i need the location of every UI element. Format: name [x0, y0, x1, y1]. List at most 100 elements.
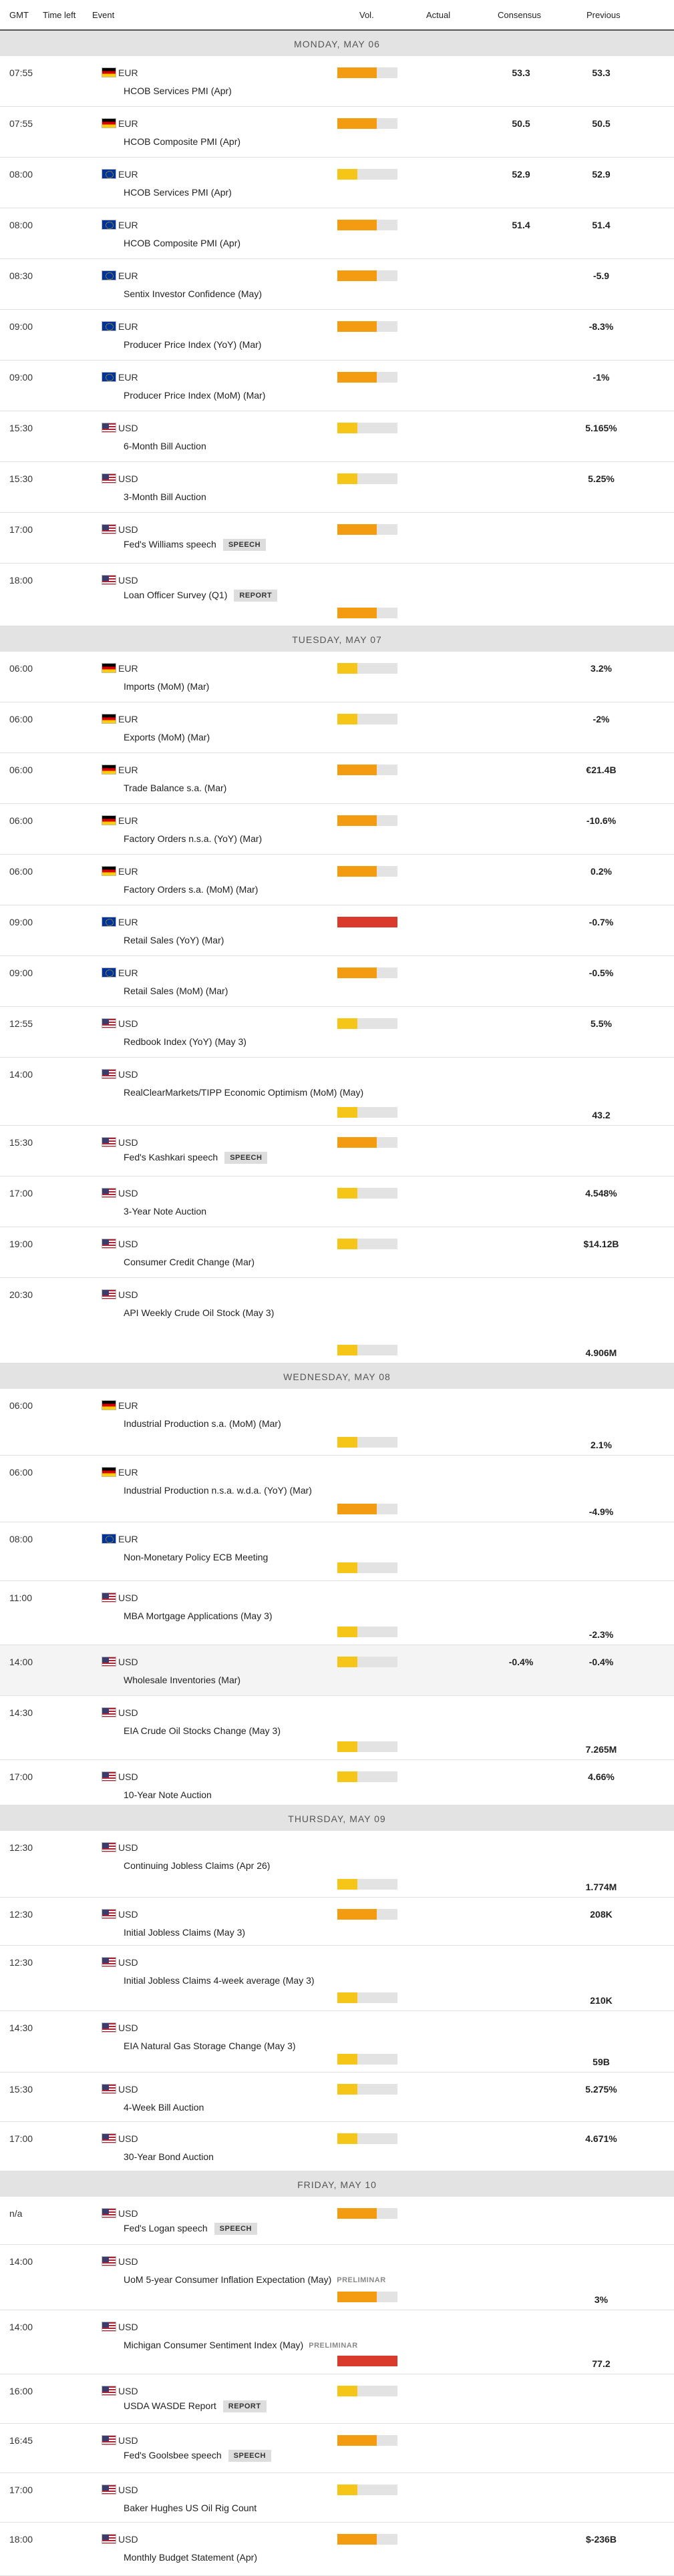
event-name-text[interactable]: Fed's Goolsbee speech	[124, 2450, 222, 2460]
event-name[interactable]: Imports (MoM) (Mar)	[124, 681, 209, 692]
event-name[interactable]: HCOB Services PMI (Apr)	[124, 187, 232, 198]
event-name-text[interactable]: Trade Balance s.a. (Mar)	[124, 783, 227, 793]
event-row[interactable]: 09:00 EUR Producer Price Index (YoY) (Mar)…	[0, 310, 674, 361]
event-name-text[interactable]: 3-Year Note Auction	[124, 1206, 207, 1217]
event-row[interactable]: 08:00 EUR HCOB Composite PMI (Apr) 51.4 51.4	[0, 208, 674, 259]
event-name[interactable]: USDA WASDE Report REPORT	[124, 2400, 267, 2412]
event-row[interactable]: 14:30 USD EIA Crude Oil Stocks Change (May…	[0, 1696, 674, 1760]
event-row[interactable]: 09:00 EUR Producer Price Index (MoM) (Mar)…	[0, 361, 674, 411]
event-name[interactable]: EIA Natural Gas Storage Change (May 3)	[124, 2041, 296, 2051]
header-previous[interactable]: Previous	[586, 10, 621, 20]
event-row[interactable]: 11:00 USD MBA Mortgage Applications (May 3…	[0, 1581, 674, 1645]
event-row[interactable]: 17:00 USD 10-Year Note Auction 4.66%	[0, 1760, 674, 1805]
event-name[interactable]: Non-Monetary Policy ECB Meeting	[124, 1552, 268, 1562]
event-name[interactable]: Sentix Investor Confidence (May)	[124, 288, 262, 299]
event-name[interactable]: Redbook Index (YoY) (May 3)	[124, 1036, 246, 1047]
header-consensus[interactable]: Consensus	[498, 10, 542, 20]
event-name[interactable]: 6-Month Bill Auction	[124, 441, 206, 451]
header-actual[interactable]: Actual	[426, 10, 451, 20]
event-name-text[interactable]: 3-Month Bill Auction	[124, 491, 206, 502]
event-name-text[interactable]: Industrial Production n.s.a. w.d.a. (YoY…	[124, 1485, 312, 1496]
event-row[interactable]: 16:00 USD USDA WASDE Report REPORT	[0, 2374, 674, 2424]
event-row[interactable]: 08:00 EUR Non-Monetary Policy ECB Meeting	[0, 1522, 674, 1581]
event-name[interactable]: Industrial Production n.s.a. w.d.a. (YoY…	[124, 1485, 312, 1496]
event-name-text[interactable]: HCOB Services PMI (Apr)	[124, 85, 232, 96]
event-row[interactable]: 06:00 EUR Trade Balance s.a. (Mar) €21.4B	[0, 753, 674, 804]
event-name-text[interactable]: Loan Officer Survey (Q1)	[124, 590, 228, 600]
event-name[interactable]: Exports (MoM) (Mar)	[124, 732, 210, 742]
event-row[interactable]: 06:00 EUR Factory Orders s.a. (MoM) (Mar) 0…	[0, 855, 674, 905]
event-name-text[interactable]: Retail Sales (MoM) (Mar)	[124, 986, 228, 996]
event-name[interactable]: Retail Sales (MoM) (Mar)	[124, 986, 228, 996]
event-name-text[interactable]: HCOB Composite PMI (Apr)	[124, 238, 241, 248]
event-row[interactable]: 06:00 EUR Imports (MoM) (Mar) 3.2%	[0, 652, 674, 702]
event-row[interactable]: 19:00 USD Consumer Credit Change (Mar) $14.…	[0, 1227, 674, 1278]
event-name-text[interactable]: Initial Jobless Claims 4-week average (M…	[124, 1975, 315, 1986]
event-name[interactable]: Continuing Jobless Claims (Apr 26)	[124, 1860, 270, 1871]
event-name-text[interactable]: Factory Orders n.s.a. (YoY) (Mar)	[124, 833, 263, 844]
event-row[interactable]: 06:00 EUR Industrial Production s.a. (MoM)…	[0, 1389, 674, 1456]
event-row[interactable]: 18:00 USD Monthly Budget Statement (Apr) $-…	[0, 2523, 674, 2576]
event-row[interactable]: 17:00 USD Baker Hughes US Oil Rig Count	[0, 2473, 674, 2523]
event-name-text[interactable]: Fed's Logan speech	[124, 2223, 208, 2233]
event-row[interactable]: 17:00 USD Fed's Williams speech SPEECH	[0, 513, 674, 564]
event-name[interactable]: Fed's Goolsbee speech SPEECH	[124, 2450, 271, 2462]
event-name[interactable]: Wholesale Inventories (Mar)	[124, 1675, 240, 1685]
event-name-text[interactable]: MBA Mortgage Applications (May 3)	[124, 1611, 273, 1621]
event-row[interactable]: 07:55 EUR HCOB Composite PMI (Apr) 50.5 50.5	[0, 107, 674, 158]
event-row[interactable]: n/a USD Fed's Logan speech SPEECH	[0, 2197, 674, 2245]
header-event[interactable]: Event	[92, 10, 115, 20]
event-name[interactable]: 4-Week Bill Auction	[124, 2102, 204, 2113]
event-name[interactable]: 3-Year Note Auction	[124, 1206, 206, 1217]
event-name-text[interactable]: Producer Price Index (MoM) (Mar)	[124, 390, 266, 401]
event-row[interactable]: 14:00 USD Wholesale Inventories (Mar) -0.4%…	[0, 1645, 674, 1696]
event-name[interactable]: Producer Price Index (MoM) (Mar)	[124, 390, 265, 401]
event-name[interactable]: Producer Price Index (YoY) (Mar)	[124, 339, 261, 350]
event-row[interactable]: 15:30 USD 4-Week Bill Auction 5.275%	[0, 2073, 674, 2122]
event-row[interactable]: 12:30 USD Initial Jobless Claims 4-week av…	[0, 1946, 674, 2011]
event-name[interactable]: RealClearMarkets/TIPP Economic Optimism …	[124, 1087, 363, 1098]
event-name-text[interactable]: USDA WASDE Report	[124, 2400, 216, 2411]
event-name-text[interactable]: Retail Sales (YoY) (Mar)	[124, 935, 224, 945]
event-row[interactable]: 14:00 USD Michigan Consumer Sentiment Inde…	[0, 2310, 674, 2374]
event-name-text[interactable]: Wholesale Inventories (Mar)	[124, 1675, 241, 1685]
event-name[interactable]: Factory Orders n.s.a. (YoY) (Mar)	[124, 833, 262, 844]
event-name-text[interactable]: Monthly Budget Statement (Apr)	[124, 2552, 257, 2563]
event-row[interactable]: 06:00 EUR Factory Orders n.s.a. (YoY) (Mar…	[0, 804, 674, 855]
event-name[interactable]: MBA Mortgage Applications (May 3)	[124, 1611, 273, 1621]
event-row[interactable]: 07:55 EUR HCOB Services PMI (Apr) 53.3 53.3	[0, 56, 674, 107]
event-name[interactable]: HCOB Composite PMI (Apr)	[124, 238, 240, 248]
event-name-text[interactable]: 6-Month Bill Auction	[124, 441, 206, 451]
event-name-text[interactable]: HCOB Composite PMI (Apr)	[124, 136, 241, 147]
event-name-text[interactable]: Fed's Kashkari speech	[124, 1152, 218, 1162]
event-row[interactable]: 08:00 EUR HCOB Services PMI (Apr) 52.9 52.9	[0, 158, 674, 208]
event-row[interactable]: 14:30 USD EIA Natural Gas Storage Change (…	[0, 2011, 674, 2073]
event-name[interactable]: UoM 5-year Consumer Inflation Expectatio…	[124, 2274, 386, 2285]
event-name-text[interactable]: EIA Natural Gas Storage Change (May 3)	[124, 2041, 296, 2051]
event-row[interactable]: 09:00 EUR Retail Sales (YoY) (Mar) -0.7%	[0, 905, 674, 956]
event-name-text[interactable]: Industrial Production s.a. (MoM) (Mar)	[124, 1418, 281, 1429]
event-name-text[interactable]: RealClearMarkets/TIPP Economic Optimism …	[124, 1087, 364, 1098]
event-name[interactable]: API Weekly Crude Oil Stock (May 3)	[124, 1307, 274, 1318]
event-name[interactable]: Factory Orders s.a. (MoM) (Mar)	[124, 884, 258, 895]
event-name-text[interactable]: Fed's Williams speech	[124, 539, 216, 550]
event-name-text[interactable]: UoM 5-year Consumer Inflation Expectatio…	[124, 2274, 332, 2285]
event-name[interactable]: Industrial Production s.a. (MoM) (Mar)	[124, 1418, 281, 1429]
event-row[interactable]: 16:45 USD Fed's Goolsbee speech SPEECH	[0, 2424, 674, 2473]
event-row[interactable]: 06:00 EUR Industrial Production n.s.a. w.d…	[0, 1456, 674, 1522]
event-name-text[interactable]: API Weekly Crude Oil Stock (May 3)	[124, 1307, 275, 1318]
event-name-text[interactable]: Non-Monetary Policy ECB Meeting	[124, 1552, 269, 1562]
event-name[interactable]: Consumer Credit Change (Mar)	[124, 1257, 255, 1267]
event-row[interactable]: 15:30 USD 3-Month Bill Auction 5.25%	[0, 462, 674, 513]
event-name-text[interactable]: EIA Crude Oil Stocks Change (May 3)	[124, 1725, 281, 1736]
event-name-text[interactable]: Initial Jobless Claims (May 3)	[124, 1927, 246, 1938]
event-name[interactable]: HCOB Composite PMI (Apr)	[124, 136, 240, 147]
event-row[interactable]: 20:30 USD API Weekly Crude Oil Stock (May …	[0, 1278, 674, 1363]
event-name[interactable]: 10-Year Note Auction	[124, 1789, 212, 1800]
event-row[interactable]: 18:00 USD Loan Officer Survey (Q1) REPORT	[0, 564, 674, 626]
event-name[interactable]: HCOB Services PMI (Apr)	[124, 85, 232, 96]
event-name-text[interactable]: Exports (MoM) (Mar)	[124, 732, 210, 742]
header-volatility[interactable]: Vol.	[359, 10, 374, 20]
event-row[interactable]: 15:30 USD Fed's Kashkari speech SPEECH	[0, 1126, 674, 1176]
event-row[interactable]: 06:00 EUR Exports (MoM) (Mar) -2%	[0, 702, 674, 753]
